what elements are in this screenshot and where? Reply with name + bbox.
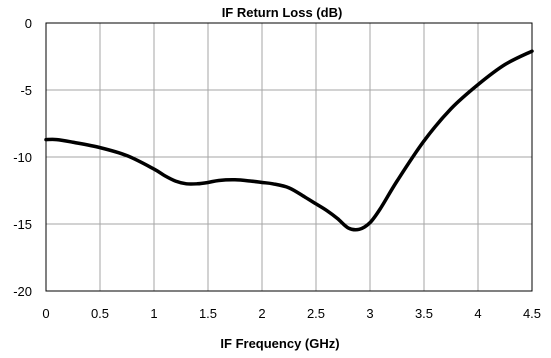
- x-tick-label: 4: [474, 306, 481, 321]
- x-axis-ticks: 0 0.5 1 1.5 2 2.5 3 3.5 4 4.5: [42, 306, 541, 321]
- x-tick-label: 4.5: [523, 306, 541, 321]
- x-tick-label: 3: [366, 306, 373, 321]
- x-tick-label: 3.5: [415, 306, 433, 321]
- x-tick-label: 0: [42, 306, 49, 321]
- x-axis-label: IF Frequency (GHz): [220, 336, 339, 351]
- y-tick-label: -15: [13, 217, 32, 232]
- x-tick-label: 2.5: [307, 306, 325, 321]
- plot-area-border: [45, 22, 533, 292]
- series-line-if-return-loss: [44, 49, 534, 232]
- y-tick-label: 0: [25, 16, 32, 31]
- y-axis-ticks: 0 -5 -10 -15 -20: [13, 16, 32, 299]
- y-tick-label: -20: [13, 284, 32, 299]
- y-tick-label: -10: [13, 150, 32, 165]
- grid-lines: [46, 23, 532, 291]
- x-tick-label: 0.5: [91, 306, 109, 321]
- y-tick-label: -5: [20, 83, 32, 98]
- x-tick-label: 1: [150, 306, 157, 321]
- chart-title: IF Return Loss (dB): [222, 5, 343, 20]
- x-tick-label: 1.5: [199, 306, 217, 321]
- x-tick-label: 2: [258, 306, 265, 321]
